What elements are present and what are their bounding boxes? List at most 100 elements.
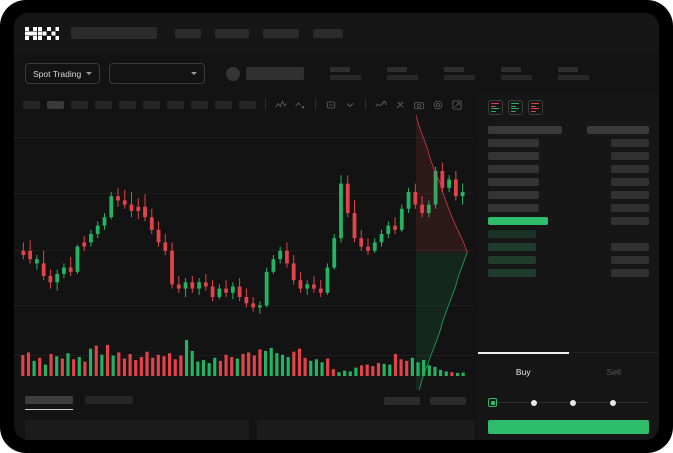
order-book-row[interactable]: [488, 201, 649, 214]
stat-label: [387, 67, 408, 72]
bottom-tabs: [14, 390, 478, 410]
timeframe-button-9[interactable]: [239, 100, 256, 109]
market-subheader: Spot Trading: [14, 53, 659, 94]
bottom-action-0[interactable]: [384, 397, 420, 405]
step-indicator[interactable]: [478, 390, 659, 407]
order-book-price: [488, 125, 562, 134]
order-book-row[interactable]: [488, 123, 649, 136]
mode-bar: [511, 103, 519, 105]
stat-value: [501, 75, 533, 80]
pair-label: [246, 67, 305, 80]
order-book-price: [488, 151, 539, 160]
stat-label: [444, 67, 465, 72]
timeframe-button-8[interactable]: [215, 100, 232, 109]
order-book-amount: [587, 125, 649, 134]
chart-toolbar: [14, 94, 659, 115]
timeframe-button-4[interactable]: [119, 100, 136, 109]
nav-links: [175, 28, 343, 38]
mode-bar: [491, 110, 497, 112]
depth-chart-overlay: [416, 115, 468, 390]
bottom-content: [25, 420, 475, 440]
line-chart-icon[interactable]: [375, 99, 387, 111]
timeframe-button-2[interactable]: [71, 100, 88, 109]
step-dot-3[interactable]: [609, 399, 616, 406]
indicator-icon[interactable]: [275, 99, 287, 111]
order-book-row[interactable]: [488, 188, 649, 201]
timeframe-button-3[interactable]: [95, 100, 112, 109]
step-connector: [615, 402, 649, 403]
order-book-price: [488, 229, 536, 238]
order-book-row[interactable]: [488, 175, 649, 188]
order-book-panel: Buy Sell: [478, 94, 659, 390]
order-book-amount: [611, 203, 649, 212]
order-book-row[interactable]: [488, 240, 649, 253]
mode-bar: [491, 105, 497, 107]
order-book-amount: [611, 177, 649, 186]
bottom-tab-0[interactable]: [25, 396, 73, 410]
order-book-price: [488, 138, 539, 147]
step-connector: [497, 402, 531, 403]
pair-selector[interactable]: [109, 63, 206, 84]
okx-logo-glyph: [25, 26, 59, 40]
order-book-row[interactable]: [488, 253, 649, 266]
trading-mode-selector[interactable]: Spot Trading: [25, 63, 101, 84]
bottom-action-1[interactable]: [430, 397, 466, 405]
timeframe-button-1[interactable]: [47, 100, 64, 109]
timeframe-button-0[interactable]: [23, 100, 40, 109]
tab-label: [25, 396, 73, 404]
order-book-row[interactable]: [488, 162, 649, 175]
order-book-row[interactable]: [488, 227, 649, 240]
timeframe-button-6[interactable]: [167, 100, 184, 109]
stat-value: [330, 75, 362, 80]
search-input[interactable]: [71, 27, 157, 39]
order-book-row[interactable]: [488, 266, 649, 279]
trading-mode-label: Spot Trading: [33, 68, 82, 79]
step-connector: [536, 402, 570, 403]
order-form-footer: [478, 390, 659, 440]
mode-bar: [531, 110, 537, 112]
orderbook-asks-icon[interactable]: [528, 100, 543, 115]
market-stat-2: [444, 67, 476, 80]
gridline-2: [14, 250, 474, 251]
order-book-row[interactable]: [488, 214, 649, 227]
stat-label: [558, 67, 579, 72]
order-book-price: [488, 242, 536, 251]
chevron-down-icon[interactable]: [344, 99, 356, 111]
order-book-price: [488, 164, 539, 173]
timeframe-button-5[interactable]: [143, 100, 160, 109]
order-book-row[interactable]: [488, 136, 649, 149]
bottom-actions: [384, 397, 466, 405]
step-dot-2[interactable]: [570, 399, 576, 406]
orderbook-bids-icon[interactable]: [508, 100, 523, 115]
okx-logo-icon[interactable]: [25, 26, 59, 40]
magnet-icon[interactable]: [394, 99, 406, 111]
mode-bar: [491, 108, 499, 110]
price-chart-panel[interactable]: [14, 115, 474, 390]
order-book-amount: [611, 138, 649, 147]
tab-sell[interactable]: Sell: [606, 366, 621, 377]
target-icon[interactable]: [432, 99, 444, 111]
stat-label: [330, 67, 351, 72]
submit-order-button[interactable]: [488, 420, 649, 434]
bottom-box-1: [257, 420, 475, 440]
order-book-row[interactable]: [488, 149, 649, 162]
fullscreen-icon[interactable]: [451, 99, 463, 111]
toolbar-divider: [265, 99, 266, 110]
compare-icon[interactable]: [294, 99, 306, 111]
coin-avatar-icon: [226, 66, 241, 81]
template-icon[interactable]: [325, 99, 337, 111]
nav-link-1[interactable]: [215, 28, 249, 38]
timeframe-button-7[interactable]: [191, 100, 208, 109]
nav-link-3[interactable]: [313, 28, 343, 38]
orderbook-both-icon[interactable]: [488, 100, 503, 115]
nav-link-0[interactable]: [175, 28, 201, 38]
tab-buy[interactable]: Buy: [478, 352, 569, 390]
step-dot-1[interactable]: [530, 399, 537, 406]
camera-icon[interactable]: [413, 99, 425, 111]
nav-link-2[interactable]: [263, 28, 299, 38]
bottom-panel: [14, 390, 478, 440]
step-current-icon[interactable]: [488, 398, 497, 407]
bottom-tab-1[interactable]: [85, 396, 133, 410]
mode-bar: [531, 108, 539, 110]
